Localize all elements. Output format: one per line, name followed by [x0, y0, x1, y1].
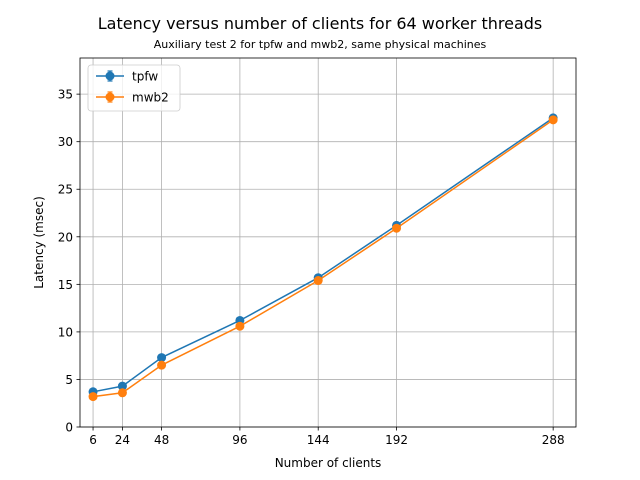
y-tick-label: 0 [65, 421, 73, 435]
series-line-tpfw [92, 117, 554, 393]
x-tick-label: 96 [232, 433, 247, 447]
legend-label-tpfw: tpfw [132, 70, 158, 84]
x-tick-label: 24 [115, 433, 130, 447]
ticks: 6 24 48 96 144 192 288 0 5 10 15 20 25 30 35 [58, 88, 565, 447]
data-point-mwb2 [313, 276, 323, 286]
y-tick-label: 15 [58, 278, 73, 292]
x-tick-label: 6 [89, 433, 97, 447]
x-tick-label: 192 [385, 433, 408, 447]
series-tpfw [88, 113, 558, 397]
plot-frame [79, 57, 577, 428]
y-axis-label: Latency (msec) [32, 196, 46, 289]
legend: tpfw mwb2 [87, 64, 181, 112]
y-tick-label: 5 [65, 373, 73, 387]
y-tick-label: 35 [58, 88, 73, 102]
grid [80, 58, 576, 428]
x-tick-label: 144 [307, 433, 330, 447]
y-tick-label: 20 [58, 230, 73, 244]
x-axis-label: Number of clients [275, 456, 382, 470]
series-mwb2 [88, 115, 558, 402]
data-point-mwb2 [235, 321, 245, 331]
y-tick-label: 30 [58, 135, 73, 149]
data-point-mwb2 [157, 360, 167, 370]
data-point-mwb2 [392, 223, 402, 233]
chart-subtitle: Auxiliary test 2 for tpfw and mwb2, same… [154, 38, 487, 51]
series [88, 113, 558, 402]
x-tick-label: 288 [542, 433, 565, 447]
legend-marker-tpfw [105, 71, 115, 81]
data-point-tpfw [157, 353, 167, 363]
legend-label-mwb2: mwb2 [132, 91, 169, 105]
y-tick-label: 25 [58, 183, 73, 197]
chart-title: Latency versus number of clients for 64 … [98, 14, 543, 33]
data-point-mwb2 [548, 115, 558, 125]
data-point-mwb2 [117, 388, 127, 398]
legend-marker-mwb2 [105, 92, 115, 102]
data-point-tpfw [117, 381, 127, 391]
data-point-mwb2 [88, 392, 98, 402]
y-tick-label: 10 [58, 325, 73, 339]
x-tick-label: 48 [154, 433, 169, 447]
